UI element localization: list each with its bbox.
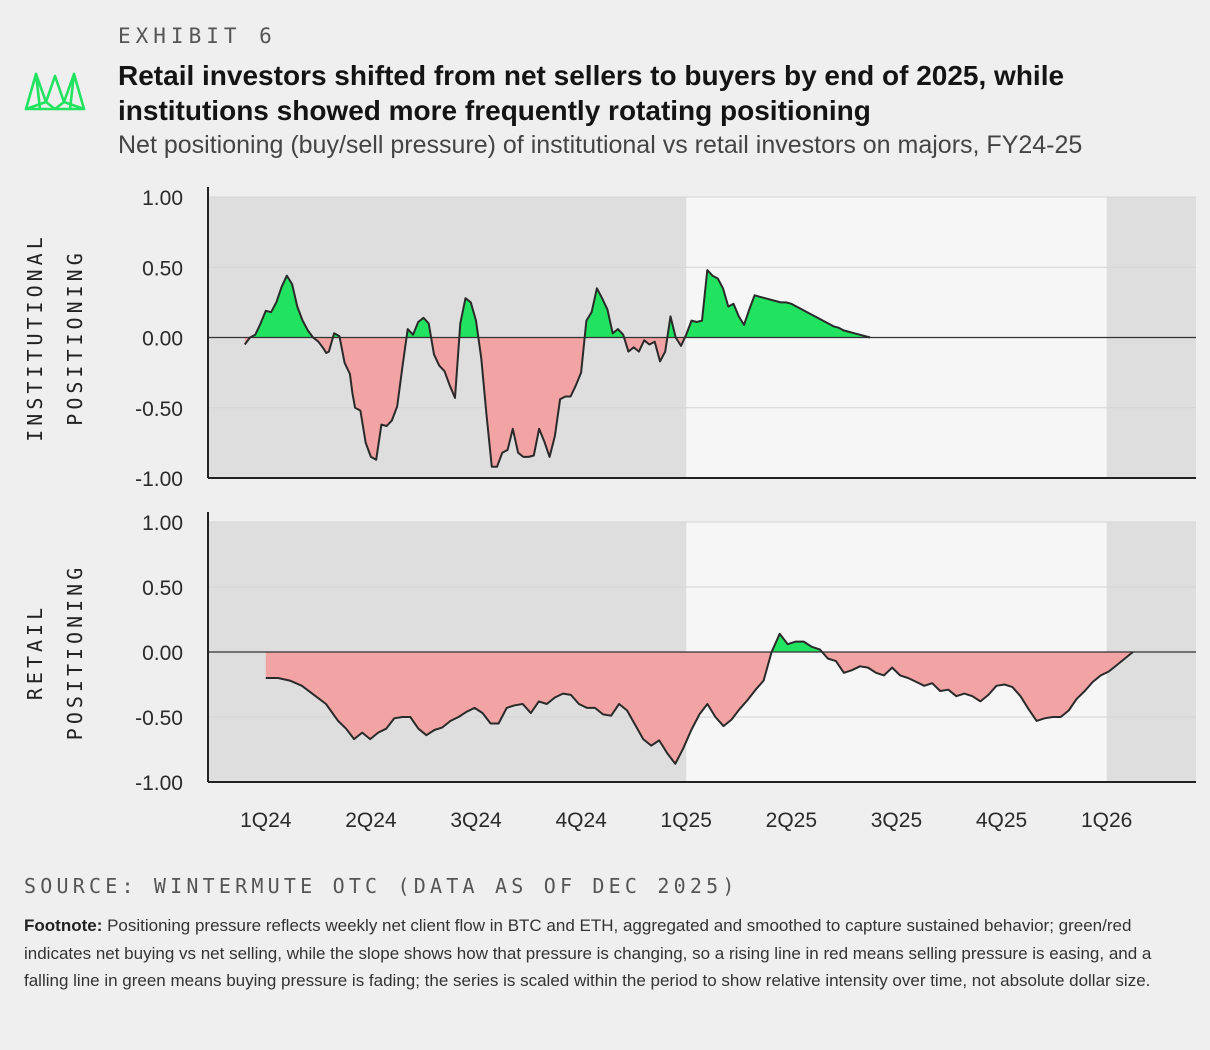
institutional-panel: 1.00 0.50 0.00 -0.50 -1.00 INSTITUTIONAL POSIT… (23, 187, 1196, 491)
y-tick-label: 0.50 (142, 577, 183, 600)
selling-area (244, 337, 251, 345)
exhibit-label: EXHIBIT 6 (118, 24, 277, 48)
y-axis-label: RETAIL (23, 604, 47, 700)
y-tick-label: 0.50 (142, 257, 183, 280)
x-tick-label: 2Q24 (345, 809, 397, 832)
selling-area (822, 652, 1133, 721)
x-tick-label: 1Q25 (661, 809, 712, 832)
chart-subtitle: Net positioning (buy/sell pressure) of i… (118, 131, 1083, 159)
selling-area (339, 337, 407, 460)
institutional-series-line (243, 269, 871, 468)
retail-series-line (265, 632, 1134, 765)
x-tick-label: 4Q25 (976, 809, 1027, 832)
x-tick-label: 3Q24 (450, 809, 502, 832)
buying-area (250, 275, 314, 338)
y-tick-label: 0.00 (142, 328, 183, 351)
x-tick-label: 1Q26 (1081, 809, 1132, 832)
y-tick-label: -1.00 (135, 468, 183, 491)
y-tick-label: -0.50 (135, 707, 183, 730)
y-tick-label: 1.00 (142, 512, 183, 535)
footnote: Footnote: Positioning pressure reflects … (24, 912, 1196, 995)
y-axis-label: INSTITUTIONAL (23, 233, 47, 442)
buying-area (406, 317, 432, 338)
footnote-text: Positioning pressure reflects weekly net… (24, 916, 1152, 990)
buying-area (771, 633, 823, 652)
x-tick-label: 2Q25 (766, 809, 817, 832)
selling-area (624, 337, 668, 362)
y-axis-label: POSITIONING (63, 249, 87, 425)
x-axis: 1Q24 2Q24 3Q24 4Q24 1Q25 2Q25 3Q25 4Q25 1Q26 (240, 809, 1132, 832)
y-axis-label: POSITIONING (63, 564, 87, 740)
source-note: SOURCE: WINTERMUTE OTC (DATA AS OF DEC 2… (24, 874, 739, 898)
x-tick-label: 1Q24 (240, 809, 292, 832)
selling-area (265, 652, 772, 764)
chart: 1.00 0.50 0.00 -0.50 -1.00 INSTITUTIONAL POSIT… (23, 187, 1196, 832)
logo-icon (24, 72, 86, 111)
x-tick-label: 4Q24 (555, 809, 607, 832)
y-tick-label: -0.50 (135, 398, 183, 421)
selling-area (431, 337, 460, 398)
y-tick-label: 0.00 (142, 642, 183, 665)
selling-area (478, 337, 585, 467)
chart-title: Retail investors shifted from net seller… (118, 60, 1065, 126)
buying-area (684, 270, 871, 338)
y-tick-label: 1.00 (142, 187, 183, 210)
y-tick-label: -1.00 (135, 772, 183, 795)
retail-panel: 1.00 0.50 0.00 -0.50 -1.00 RETAIL POSITIONING (23, 512, 1196, 795)
x-tick-label: 3Q25 (871, 809, 922, 832)
footnote-label: Footnote: (24, 916, 103, 935)
